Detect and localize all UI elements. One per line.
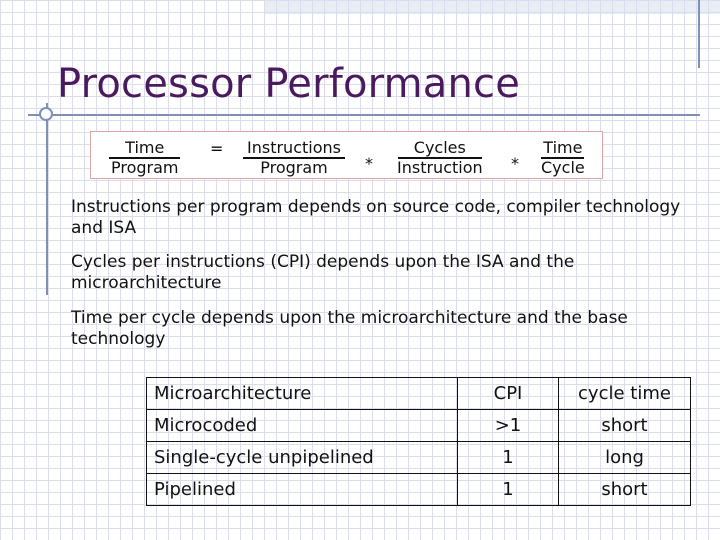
table-cell: 1 bbox=[457, 473, 559, 506]
fraction-denominator: Cycle bbox=[541, 158, 585, 177]
bullet-time-per-cycle: Time per cycle depends upon the microarc… bbox=[71, 308, 628, 349]
fraction-numerator: Time bbox=[541, 138, 585, 159]
title-underline-rule bbox=[28, 114, 700, 116]
table-cell: Single-cycle unpipelined bbox=[146, 441, 458, 474]
microarchitecture-table: Microarchitecture CPI cycle time Microco… bbox=[146, 377, 691, 506]
table-cell: short bbox=[558, 409, 691, 442]
fraction-numerator: Time bbox=[109, 139, 181, 159]
fraction-time-per-cycle: Time Cycle bbox=[537, 139, 589, 177]
fraction-numerator: Instructions bbox=[243, 139, 345, 159]
multiply-sign: * bbox=[511, 154, 519, 173]
fraction-denominator: Program bbox=[111, 158, 179, 177]
table-cell: Microcoded bbox=[146, 409, 458, 442]
table-cell: 1 bbox=[457, 441, 559, 474]
table-row: Single-cycle unpipelined 1 long bbox=[146, 441, 691, 474]
fraction-denominator: Instruction bbox=[397, 158, 483, 177]
table-cell: >1 bbox=[457, 409, 559, 442]
header-cycle-time: cycle time bbox=[558, 377, 691, 410]
slide-title: Processor Performance bbox=[57, 61, 521, 107]
table-row: Microcoded >1 short bbox=[146, 409, 691, 442]
fraction-instructions-per-program: Instructions Program bbox=[243, 139, 345, 177]
equals-sign: = bbox=[210, 139, 224, 158]
table-cell: short bbox=[558, 473, 691, 506]
table-cell: Pipelined bbox=[146, 473, 458, 506]
table-row: Pipelined 1 short bbox=[146, 473, 691, 506]
bullet-cycles-per-instruction: Cycles per instructions (CPI) depends up… bbox=[71, 252, 575, 293]
left-decoration-rule bbox=[46, 103, 48, 295]
right-decoration-rule bbox=[698, 0, 700, 68]
decoration-circle bbox=[39, 107, 53, 121]
top-decoration-band bbox=[265, 0, 720, 14]
multiply-sign: * bbox=[365, 154, 373, 173]
fraction-denominator: Program bbox=[260, 158, 328, 177]
fraction-time-per-program: Time Program bbox=[107, 139, 183, 177]
fraction-numerator: Cycles bbox=[397, 139, 482, 159]
performance-equation: Time Program = Instructions Program * Cy… bbox=[90, 131, 603, 179]
header-cpi: CPI bbox=[457, 377, 559, 410]
header-microarchitecture: Microarchitecture bbox=[146, 377, 458, 410]
table-header-row: Microarchitecture CPI cycle time bbox=[146, 377, 691, 410]
bullet-instructions-per-program: Instructions per program depends on sour… bbox=[71, 197, 681, 238]
table-cell: long bbox=[558, 441, 691, 474]
fraction-cycles-per-instruction: Cycles Instruction bbox=[393, 139, 487, 177]
